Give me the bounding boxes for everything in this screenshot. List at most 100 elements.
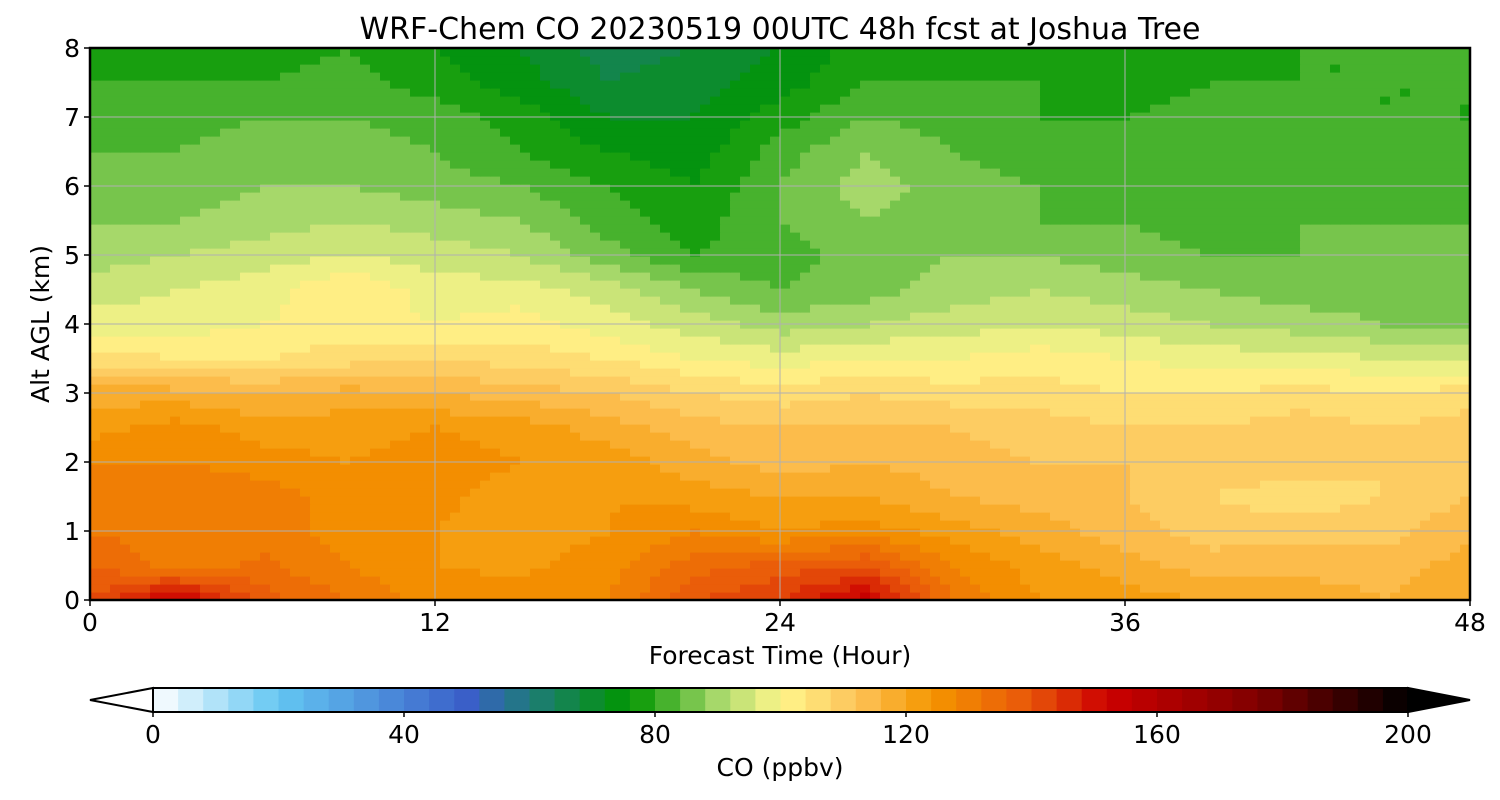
heatmap-cell <box>1440 536 1451 545</box>
heatmap-cell <box>990 528 1001 537</box>
heatmap-cell <box>220 504 231 513</box>
heatmap-cell <box>1000 560 1011 569</box>
heatmap-cell <box>720 416 731 425</box>
heatmap-cell <box>1010 560 1021 569</box>
heatmap-cell <box>140 480 151 489</box>
heatmap-cell <box>610 480 621 489</box>
heatmap-cell <box>1150 432 1161 441</box>
heatmap-cell <box>1270 352 1281 361</box>
heatmap-cell <box>550 408 561 417</box>
heatmap-cell <box>570 528 581 537</box>
heatmap-cell <box>1280 400 1291 409</box>
heatmap-cell <box>90 456 101 465</box>
heatmap-cell <box>150 336 161 345</box>
heatmap-cell <box>1150 448 1161 457</box>
heatmap-cell <box>810 376 821 385</box>
heatmap-cell <box>870 352 881 361</box>
heatmap-cell <box>600 416 611 425</box>
heatmap-cell <box>1040 560 1051 569</box>
heatmap-cell <box>1210 440 1221 449</box>
heatmap-cell <box>1250 312 1261 321</box>
heatmap-cell <box>950 376 961 385</box>
heatmap-cell <box>520 384 531 393</box>
heatmap-cell <box>890 456 901 465</box>
heatmap-cell <box>1270 376 1281 385</box>
heatmap-cell <box>180 400 191 409</box>
heatmap-cell <box>560 360 571 369</box>
heatmap-cell <box>1180 344 1191 353</box>
heatmap-cell <box>980 496 991 505</box>
heatmap-cell <box>280 376 291 385</box>
heatmap-cell <box>970 368 981 377</box>
heatmap-cell <box>440 440 451 449</box>
heatmap-cell <box>410 376 421 385</box>
heatmap-cell <box>1240 384 1251 393</box>
heatmap-cell <box>1260 504 1271 513</box>
heatmap-cell <box>930 512 941 521</box>
heatmap-cell <box>870 376 881 385</box>
heatmap-cell <box>270 328 281 337</box>
heatmap-cell <box>1230 464 1241 473</box>
heatmap-cell <box>920 480 931 489</box>
heatmap-cell <box>980 520 991 529</box>
heatmap-cell <box>970 312 981 321</box>
heatmap-cell <box>1400 480 1411 489</box>
heatmap-cell <box>210 440 221 449</box>
heatmap-cell <box>850 400 861 409</box>
heatmap-cell <box>600 312 611 321</box>
heatmap-cell <box>820 456 831 465</box>
heatmap-cell <box>810 560 821 569</box>
heatmap-cell <box>1140 528 1151 537</box>
heatmap-cell <box>170 568 181 577</box>
heatmap-cell <box>1330 424 1341 433</box>
heatmap-cell <box>670 552 681 561</box>
heatmap-cell <box>120 408 131 417</box>
heatmap-cell <box>510 536 521 545</box>
heatmap-cell <box>610 400 621 409</box>
heatmap-cell <box>1170 416 1181 425</box>
heatmap-cell <box>510 584 521 593</box>
heatmap-cell <box>1360 328 1371 337</box>
heatmap-cell <box>140 456 151 465</box>
heatmap-cell <box>1100 392 1111 401</box>
heatmap-cell <box>1400 416 1411 425</box>
heatmap-cell <box>790 344 801 353</box>
heatmap-cell <box>640 448 651 457</box>
heatmap-cell <box>890 520 901 529</box>
heatmap-cell <box>590 352 601 361</box>
heatmap-cell <box>1240 552 1251 561</box>
heatmap-cell <box>630 392 641 401</box>
heatmap-cell <box>1340 336 1351 345</box>
heatmap-cell <box>590 584 601 593</box>
heatmap-cell <box>1320 552 1331 561</box>
heatmap-cell <box>1110 408 1121 417</box>
heatmap-cell <box>370 432 381 441</box>
heatmap-cell <box>1080 400 1091 409</box>
heatmap-cell <box>1130 472 1141 481</box>
heatmap-cell <box>1010 336 1021 345</box>
heatmap-cell <box>140 392 151 401</box>
heatmap-cell <box>920 584 931 593</box>
heatmap-cell <box>310 424 321 433</box>
heatmap-cell <box>1290 584 1301 593</box>
heatmap-cell <box>370 448 381 457</box>
heatmap-cell <box>310 528 321 537</box>
heatmap-cell <box>1380 312 1391 321</box>
heatmap-cell <box>170 520 181 529</box>
heatmap-cell <box>1240 440 1251 449</box>
heatmap-cell <box>560 488 571 497</box>
heatmap-cell <box>1240 480 1251 489</box>
heatmap-cell <box>210 480 221 489</box>
heatmap-cell <box>380 520 391 529</box>
heatmap-cell <box>640 432 651 441</box>
heatmap-cell <box>570 360 581 369</box>
heatmap-cell <box>1420 416 1431 425</box>
heatmap-cell <box>920 384 931 393</box>
heatmap-cell <box>1430 328 1441 337</box>
heatmap-cell <box>930 496 941 505</box>
heatmap-cell <box>410 504 421 513</box>
heatmap-cell <box>170 560 181 569</box>
heatmap-cell <box>760 416 771 425</box>
heatmap-cell <box>870 584 881 593</box>
heatmap-cell <box>1280 544 1291 553</box>
